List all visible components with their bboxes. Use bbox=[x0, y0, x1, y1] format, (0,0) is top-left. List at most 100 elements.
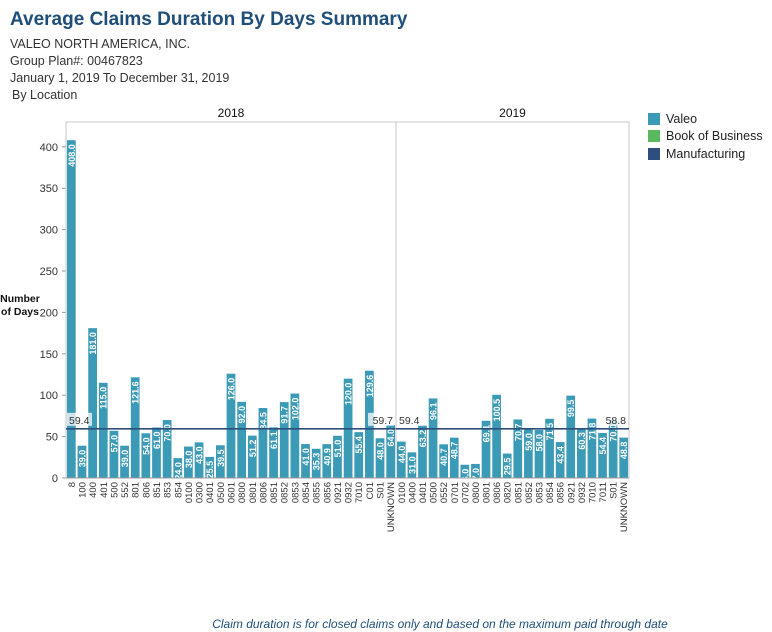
reference-label-bg bbox=[67, 412, 92, 426]
x-tick-label: 0100 bbox=[184, 482, 195, 503]
bar bbox=[386, 425, 396, 478]
bar bbox=[534, 429, 544, 478]
bar bbox=[194, 442, 204, 478]
bar bbox=[290, 393, 300, 478]
x-tick-label: 401 bbox=[99, 482, 110, 498]
bar-value-label: 48.8 bbox=[619, 442, 629, 460]
x-tick-label: 0856 bbox=[556, 482, 567, 503]
y-tick-label: 0 bbox=[52, 473, 58, 485]
bar bbox=[215, 445, 225, 478]
bar bbox=[375, 438, 385, 478]
bar bbox=[608, 420, 618, 478]
legend-label-manufacturing: Manufacturing bbox=[666, 146, 746, 161]
x-tick-label: 0851 bbox=[513, 482, 524, 503]
legend-item-manufacturing[interactable]: Manufacturing bbox=[648, 145, 763, 162]
bar-value-label: 71.5 bbox=[545, 423, 555, 441]
date-range: January 1, 2019 To December 31, 2019 bbox=[10, 71, 230, 85]
x-tick-label: 0921 bbox=[566, 482, 577, 503]
bar-value-label: 51.2 bbox=[248, 440, 258, 458]
bar-value-label: 181.0 bbox=[88, 332, 98, 355]
reference-start-label: 59.4 bbox=[69, 415, 90, 427]
bar bbox=[88, 328, 97, 478]
bar bbox=[322, 444, 332, 478]
x-tick-label: 0806 bbox=[492, 482, 503, 503]
bar-value-label: 99.5 bbox=[566, 400, 576, 418]
x-tick-label: 0701 bbox=[450, 482, 461, 503]
reference-end-label: 59.7 bbox=[373, 415, 394, 427]
x-tick-label: 0852 bbox=[524, 482, 535, 503]
bar bbox=[407, 452, 417, 478]
x-tick-label: 851 bbox=[152, 482, 163, 498]
x-tick-label: 0932 bbox=[344, 482, 355, 503]
bar-value-label: 126.0 bbox=[227, 378, 237, 401]
x-tick-label: 0552 bbox=[439, 482, 450, 503]
bar bbox=[471, 463, 480, 478]
x-tick-label: 400 bbox=[88, 482, 99, 498]
x-tick-label: 0300 bbox=[195, 482, 206, 503]
panel-title: 2018 bbox=[218, 106, 245, 120]
bar bbox=[66, 140, 76, 478]
bar-value-label: 41.0 bbox=[301, 448, 311, 466]
bar-value-label: 31.0 bbox=[407, 456, 417, 474]
legend-swatch-valeo bbox=[648, 112, 660, 125]
bar bbox=[109, 430, 119, 478]
legend-item-book-of-business[interactable]: Book of Business bbox=[648, 128, 763, 145]
bar-value-label: 70.0 bbox=[609, 424, 619, 442]
bar bbox=[247, 435, 257, 478]
bar bbox=[258, 408, 268, 478]
bar bbox=[492, 394, 501, 478]
bar-value-label: 51.0 bbox=[333, 440, 343, 458]
x-tick-label: 0100 bbox=[397, 482, 408, 503]
x-tick-label: 0500 bbox=[429, 482, 440, 503]
x-tick-label: 806 bbox=[141, 482, 152, 498]
bar-value-label: 39.0 bbox=[120, 450, 130, 468]
bar-value-label: 48.7 bbox=[450, 442, 460, 460]
bar-value-label: 39.0 bbox=[77, 450, 87, 468]
x-tick-label: UNKNOWN bbox=[619, 482, 630, 532]
y-tick-label: 150 bbox=[40, 349, 58, 361]
bar bbox=[354, 432, 364, 478]
bar-value-label: 61.0 bbox=[152, 431, 162, 449]
bar bbox=[120, 445, 129, 478]
x-tick-label: 0820 bbox=[503, 482, 514, 503]
legend-swatch-manufacturing bbox=[648, 147, 660, 160]
bar-value-label: 17.0 bbox=[471, 468, 481, 486]
bar-value-label: 55.4 bbox=[354, 436, 364, 454]
x-tick-label: 0855 bbox=[312, 482, 323, 503]
legend-swatch-book-of-business bbox=[648, 130, 660, 142]
bar-value-label: 61.1 bbox=[269, 431, 279, 449]
bar bbox=[98, 382, 108, 478]
x-tick-label: 0500 bbox=[216, 482, 227, 503]
footnote-text: Claim duration is for closed claims only… bbox=[212, 617, 668, 631]
bar-value-label: 54.4 bbox=[598, 437, 608, 455]
bar bbox=[481, 420, 491, 478]
panel-title: 2019 bbox=[499, 106, 526, 120]
bar bbox=[545, 418, 554, 478]
x-tick-label: 0401 bbox=[205, 482, 216, 503]
company-name: VALEO NORTH AMERICA, INC. bbox=[10, 37, 191, 51]
bar-value-label: 129.6 bbox=[365, 375, 375, 398]
y-tick-label: 300 bbox=[40, 225, 58, 237]
legend-item-valeo[interactable]: Valeo bbox=[648, 110, 763, 127]
bar-value-label: 58.0 bbox=[534, 434, 544, 452]
bar bbox=[428, 398, 438, 478]
y-tick-label: 350 bbox=[40, 183, 58, 195]
bar-value-label: 60.3 bbox=[577, 432, 587, 450]
bar bbox=[152, 427, 161, 478]
bar-value-label: 35.3 bbox=[312, 453, 322, 471]
x-tick-label: 7011 bbox=[598, 482, 609, 502]
bar bbox=[162, 420, 172, 478]
bar-value-label: 54.0 bbox=[141, 437, 151, 455]
bar-value-label: 70.0 bbox=[163, 424, 173, 442]
x-tick-label: 0851 bbox=[269, 482, 280, 503]
bar bbox=[311, 448, 321, 478]
reference-label-bg bbox=[368, 412, 394, 426]
bar-value-label: 102.0 bbox=[290, 398, 300, 421]
x-tick-label: S01 bbox=[609, 482, 620, 499]
bar-value-label: 71.8 bbox=[587, 423, 597, 441]
x-tick-label: 0800 bbox=[237, 482, 248, 503]
bar-value-label: 120.0 bbox=[344, 383, 354, 406]
footnote: Claim duration is for closed claims only… bbox=[0, 617, 772, 631]
x-tick-label: 0932 bbox=[577, 482, 588, 503]
bar-value-label: 63.2 bbox=[418, 430, 428, 448]
